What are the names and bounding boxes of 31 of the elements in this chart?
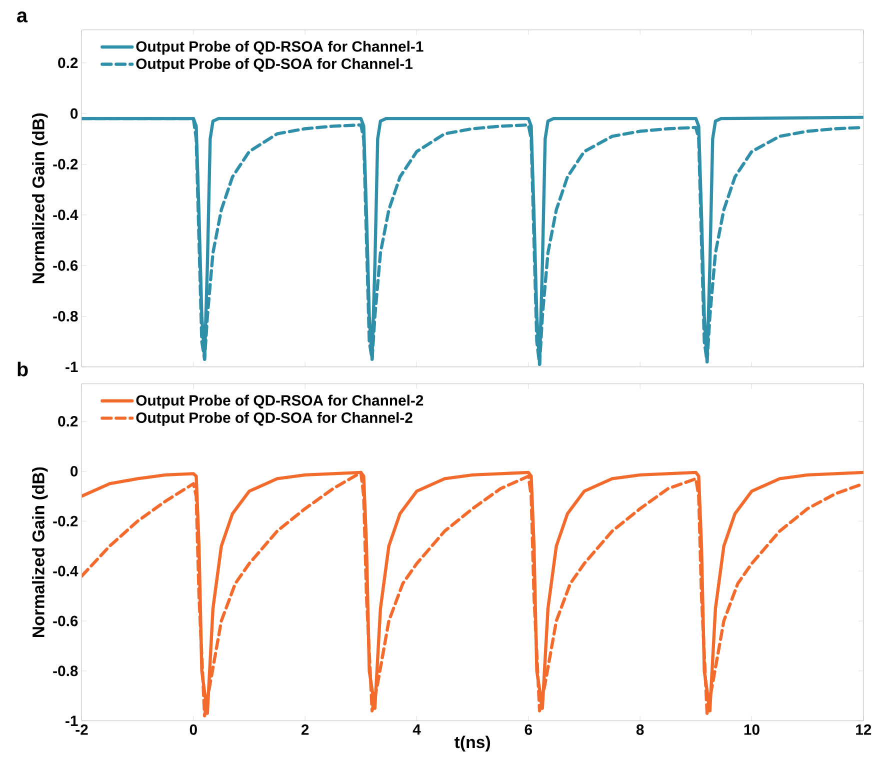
- x-tick-label: 4: [412, 724, 421, 735]
- y-tick-label: -0.8: [53, 311, 78, 322]
- x-tick-label: 2: [301, 724, 309, 735]
- chart-title: b: [18, 362, 28, 377]
- y-tick-label: 0: [70, 466, 78, 477]
- y-tick-label: -0.2: [53, 516, 78, 527]
- y-tick-label: -1: [66, 362, 78, 372]
- y-axis-title: Normalized Gain (dB): [32, 468, 48, 638]
- legend-label: Output Probe of QD-SOA for Channel-1: [136, 58, 413, 72]
- y-tick-label: 0: [70, 108, 78, 119]
- x-tick-label: 12: [856, 724, 872, 735]
- legend-label: Output Probe of QD-RSOA for Channel-2: [136, 394, 424, 409]
- y-tick-label: 0.2: [58, 58, 78, 68]
- x-tick-label: 8: [636, 724, 644, 736]
- x-tick-label: 0: [190, 724, 197, 736]
- chart-title: a: [17, 12, 28, 23]
- legend-label: Output Probe of QD-SOA for Channel-2: [136, 412, 412, 426]
- x-tick-label: -2: [76, 724, 88, 735]
- x-tick-label: 6: [524, 724, 532, 736]
- y-tick-label: 0.2: [58, 416, 78, 427]
- y-tick-label: -0.4: [53, 210, 78, 220]
- legend-label: Output Probe of QD-RSOA for Channel-1: [136, 41, 424, 55]
- x-tick-label: 10: [744, 724, 760, 736]
- y-tick-label: -0.6: [53, 616, 78, 626]
- y-tick-label: -1: [66, 716, 78, 726]
- y-tick-label: -0.4: [53, 566, 78, 577]
- y-tick-label: -0.6: [53, 260, 78, 271]
- y-tick-label: -0.8: [53, 666, 78, 676]
- y-axis-title: Normalized Gain (dB): [32, 114, 48, 284]
- y-tick-label: -0.2: [53, 159, 78, 170]
- x-axis-title: t(ns): [454, 736, 490, 752]
